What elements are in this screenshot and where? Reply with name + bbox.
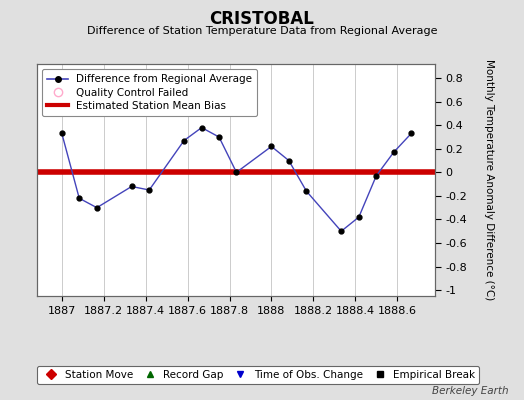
Y-axis label: Monthly Temperature Anomaly Difference (°C): Monthly Temperature Anomaly Difference (… (484, 59, 494, 301)
Legend: Station Move, Record Gap, Time of Obs. Change, Empirical Break: Station Move, Record Gap, Time of Obs. C… (37, 366, 479, 384)
Text: Berkeley Earth: Berkeley Earth (432, 386, 508, 396)
Text: Difference of Station Temperature Data from Regional Average: Difference of Station Temperature Data f… (87, 26, 437, 36)
Text: CRISTOBAL: CRISTOBAL (210, 10, 314, 28)
